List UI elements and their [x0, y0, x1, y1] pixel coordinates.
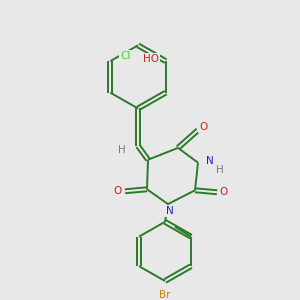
Text: Cl: Cl: [120, 51, 130, 61]
Text: N: N: [166, 206, 174, 216]
Text: H: H: [216, 165, 224, 175]
Text: O: O: [199, 122, 207, 132]
Text: O: O: [114, 186, 122, 196]
Text: O: O: [219, 187, 227, 197]
Text: HO: HO: [143, 54, 159, 64]
Text: H: H: [118, 145, 126, 155]
Text: Br: Br: [159, 290, 171, 300]
Text: N: N: [206, 156, 214, 166]
